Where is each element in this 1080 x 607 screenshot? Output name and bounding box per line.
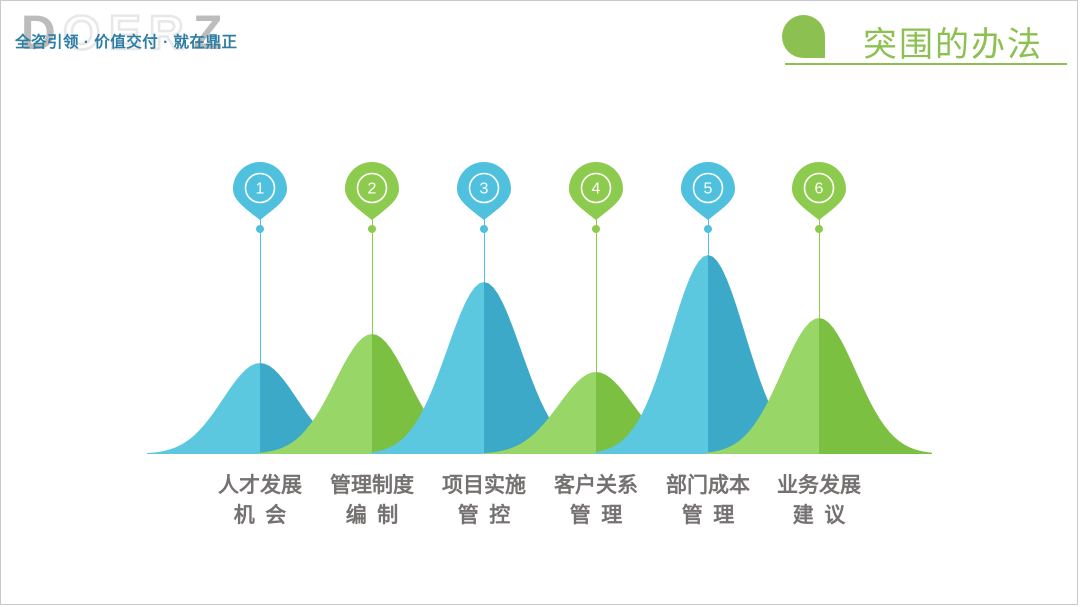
svg-text:4: 4 [592, 181, 601, 198]
svg-text:6: 6 [815, 181, 824, 198]
svg-text:5: 5 [704, 181, 713, 198]
svg-text:2: 2 [368, 181, 377, 198]
svg-text:3: 3 [480, 181, 489, 198]
svg-text:1: 1 [256, 181, 265, 198]
